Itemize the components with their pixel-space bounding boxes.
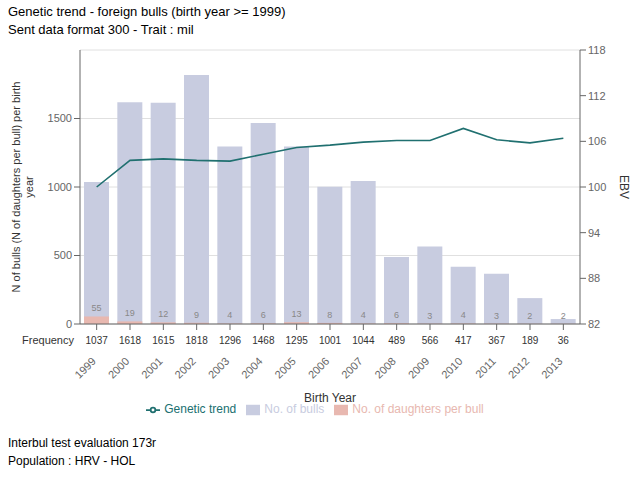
html-text:No. of daughters per bull: No. of daughters per bull bbox=[352, 402, 484, 416]
svg-text:2: 2 bbox=[527, 311, 532, 321]
svg-text:6: 6 bbox=[394, 310, 399, 320]
svg-text:3: 3 bbox=[494, 311, 499, 321]
svg-text:2007: 2007 bbox=[339, 355, 365, 381]
svg-text:1615: 1615 bbox=[152, 335, 175, 346]
svg-text:2006: 2006 bbox=[306, 355, 332, 381]
svg-text:88: 88 bbox=[588, 272, 600, 284]
svg-text:19: 19 bbox=[125, 308, 135, 318]
svg-text:417: 417 bbox=[455, 335, 472, 346]
svg-text:4: 4 bbox=[227, 310, 232, 320]
svg-text:2001: 2001 bbox=[139, 355, 165, 381]
svg-text:367: 367 bbox=[488, 335, 505, 346]
svg-text:1000: 1000 bbox=[48, 181, 72, 193]
svg-text:8: 8 bbox=[327, 310, 332, 320]
svg-text:1296: 1296 bbox=[219, 335, 242, 346]
svg-text:2003: 2003 bbox=[206, 355, 232, 381]
svg-text:118: 118 bbox=[588, 44, 606, 56]
svg-text:1044: 1044 bbox=[352, 335, 375, 346]
html-text:Genetic trend - foreign bulls: Genetic trend - foreign bulls (birth yea… bbox=[8, 4, 286, 19]
svg-text:2012: 2012 bbox=[506, 355, 532, 381]
svg-text:3: 3 bbox=[427, 311, 432, 321]
svg-text:2000: 2000 bbox=[106, 355, 132, 381]
svg-text:55: 55 bbox=[91, 303, 101, 313]
html-text:Interbul test evaluation 173r: Interbul test evaluation 173r bbox=[8, 436, 157, 450]
svg-text:9: 9 bbox=[194, 310, 199, 320]
svg-text:1037: 1037 bbox=[86, 335, 109, 346]
svg-text:2010: 2010 bbox=[439, 355, 465, 381]
svg-text:1500: 1500 bbox=[48, 112, 72, 124]
svg-text:2004: 2004 bbox=[239, 355, 265, 381]
svg-text:36: 36 bbox=[558, 335, 570, 346]
svg-text:1001: 1001 bbox=[319, 335, 342, 346]
svg-text:2011: 2011 bbox=[473, 355, 498, 380]
html-text:Population : HRV - HOL: Population : HRV - HOL bbox=[8, 454, 136, 468]
svg-text:0: 0 bbox=[66, 318, 72, 330]
svg-text:2005: 2005 bbox=[272, 355, 298, 381]
svg-text:500: 500 bbox=[54, 249, 72, 261]
svg-text:106: 106 bbox=[588, 135, 606, 147]
svg-text:2: 2 bbox=[561, 311, 566, 321]
html-text:Genetic trend: Genetic trend bbox=[164, 402, 237, 416]
svg-text:1818: 1818 bbox=[186, 335, 209, 346]
svg-text:12: 12 bbox=[158, 309, 168, 319]
svg-text:100: 100 bbox=[588, 181, 606, 193]
svg-text:6: 6 bbox=[261, 310, 266, 320]
svg-text:13: 13 bbox=[291, 309, 301, 319]
svg-text:4: 4 bbox=[461, 310, 466, 320]
svg-text:4: 4 bbox=[361, 310, 366, 320]
html-text:No. of bulls: No. of bulls bbox=[264, 402, 325, 416]
svg-text:112: 112 bbox=[588, 90, 606, 102]
svg-text:2013: 2013 bbox=[539, 355, 565, 381]
svg-text:82: 82 bbox=[588, 318, 600, 330]
svg-text:N of bulls (N of daughters per: N of bulls (N of daughters per bull) per… bbox=[10, 82, 35, 293]
svg-text:Frequency: Frequency bbox=[22, 334, 74, 346]
svg-text:1295: 1295 bbox=[286, 335, 309, 346]
html-text:Sent data format 300 - Trait :: Sent data format 300 - Trait : mil bbox=[8, 22, 194, 37]
svg-text:2009: 2009 bbox=[406, 355, 432, 381]
svg-text:1999: 1999 bbox=[72, 355, 98, 381]
svg-text:Birth Year: Birth Year bbox=[304, 391, 356, 405]
svg-text:489: 489 bbox=[388, 335, 405, 346]
svg-text:189: 189 bbox=[522, 335, 539, 346]
svg-text:2008: 2008 bbox=[372, 355, 398, 381]
svg-text:1468: 1468 bbox=[252, 335, 275, 346]
svg-text:EBV: EBV bbox=[617, 175, 631, 199]
svg-text:2002: 2002 bbox=[172, 355, 198, 381]
svg-text:94: 94 bbox=[588, 227, 600, 239]
svg-text:1618: 1618 bbox=[119, 335, 142, 346]
svg-text:566: 566 bbox=[422, 335, 439, 346]
